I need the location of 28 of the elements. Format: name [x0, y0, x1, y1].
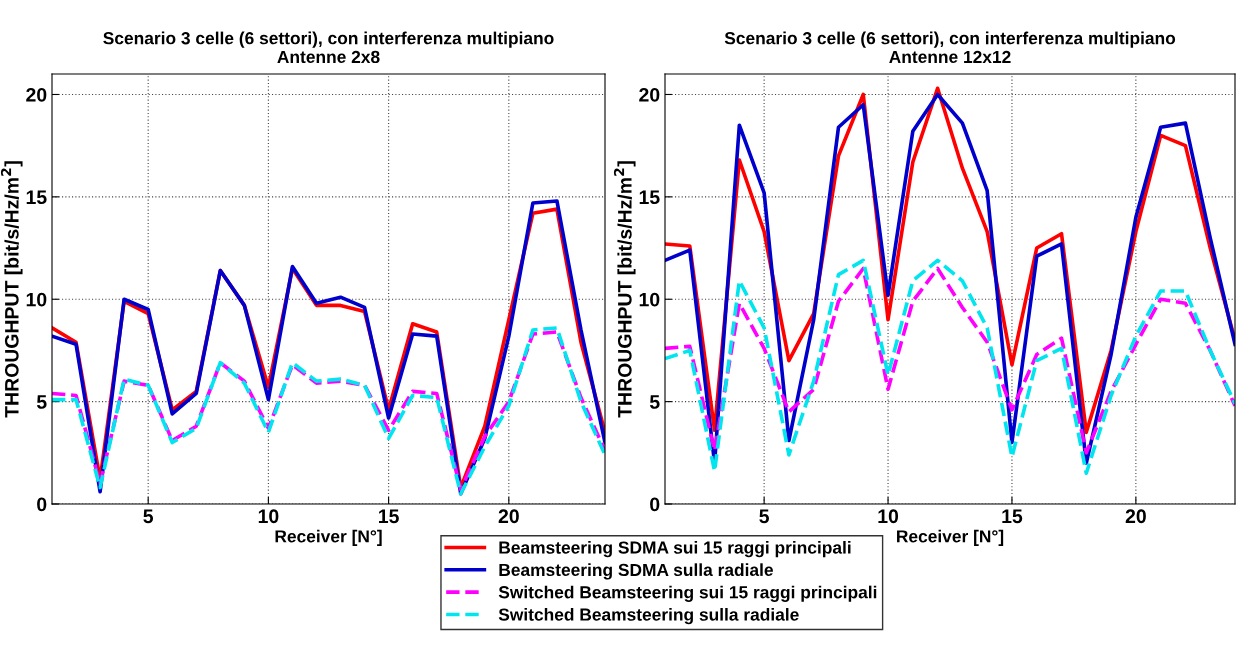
y-tick-label: 5: [649, 395, 660, 409]
y-tick-label: 15: [26, 190, 47, 205]
x-tick-label: 20: [1125, 509, 1146, 524]
y-tick-label: 5: [36, 395, 47, 409]
x-tick-label: 10: [878, 509, 899, 524]
y-tick-label: 20: [639, 87, 660, 102]
y-tick-label: 10: [639, 292, 660, 307]
chart-title: Scenario 3 celle (6 settori), con interferenza multipiano Antenne 2x8: [103, 31, 554, 64]
y-axis-title: THROUGHPUT [bit/s/Hz/m$^{2}$]: [613, 161, 636, 418]
x-axis-title: Receiver [N°]: [275, 529, 382, 546]
x-tick-label: 20: [498, 509, 519, 524]
x-tick-label: 15: [379, 509, 399, 524]
legend-label: Beamsteering SDMA sui 15 raggi principali: [499, 540, 851, 558]
x-axis-title: Receiver [N°]: [897, 529, 1004, 546]
x-tick-label: 15: [1002, 509, 1023, 524]
x-tick-label: 5: [759, 509, 769, 524]
legend-label: Switched Beamsteering sui 15 raggi principali: [498, 585, 877, 602]
x-tick-label: 5: [143, 509, 154, 524]
y-tick-label: 20: [26, 87, 47, 102]
legend-label: Beamsteering SDMA sulla radiale: [499, 563, 773, 580]
legend-label: Switched Beamsteering sulla radiale: [498, 607, 799, 625]
chart-title: Scenario 3 celle (6 settori), con interferenza multipiano Antenne 12x12: [724, 31, 1176, 64]
y-tick-label: 0: [650, 497, 660, 512]
y-tick-label: 10: [26, 292, 47, 307]
y-axis-title: THROUGHPUT [bit/s/Hz/m$^{2}$]: [0, 161, 23, 418]
y-tick-label: 15: [639, 190, 660, 205]
x-tick-label: 10: [258, 509, 279, 524]
y-tick-label: 0: [37, 497, 47, 512]
